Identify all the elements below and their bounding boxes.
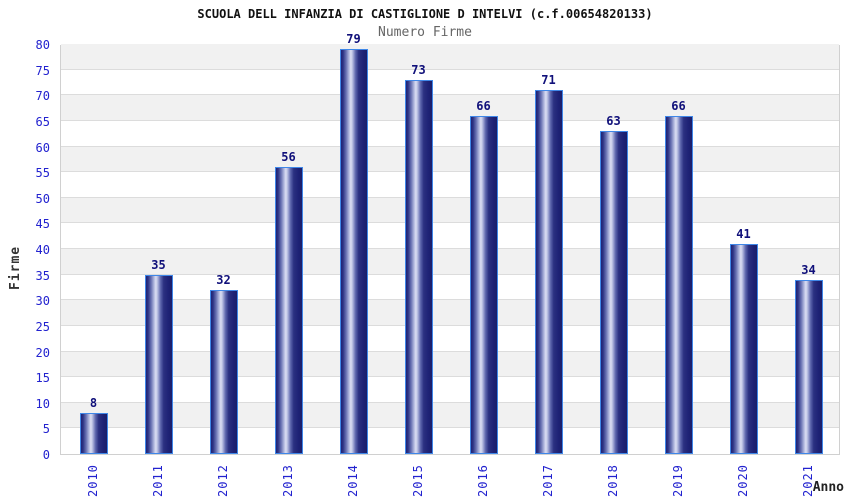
bar-2016 <box>469 115 498 454</box>
bar-2020 <box>729 243 758 454</box>
gridline <box>61 171 839 173</box>
bar-value-label: 35 <box>151 257 166 272</box>
gridline <box>61 427 839 429</box>
bar-2010 <box>79 413 108 454</box>
bar-2014 <box>339 49 368 454</box>
gridline <box>61 350 839 352</box>
bar-2015 <box>404 79 433 454</box>
gridline <box>61 376 839 378</box>
bar-value-label: 56 <box>281 150 296 164</box>
plot-band <box>61 95 839 121</box>
gridline <box>61 248 839 249</box>
gridline <box>61 273 839 275</box>
bar-2011 <box>144 274 173 454</box>
gridline <box>61 119 839 121</box>
x-tick-label: 2019 <box>670 464 685 497</box>
plot-band <box>61 402 839 429</box>
x-tick-label: 2012 <box>215 464 230 497</box>
y-tick-label: 55 <box>35 166 50 181</box>
y-tick-label: 40 <box>35 243 50 257</box>
x-tick-label: 2018 <box>605 464 620 497</box>
y-tick-label: 5 <box>42 422 50 437</box>
gridline <box>61 145 839 147</box>
gridline <box>61 401 839 403</box>
bar-2013 <box>274 167 303 454</box>
x-tick-label: 2016 <box>475 464 490 497</box>
y-tick-label: 65 <box>35 114 50 129</box>
x-tick-label: 2010 <box>85 464 100 497</box>
plot-band <box>61 146 839 173</box>
bar-2018 <box>599 131 628 454</box>
gridline <box>61 94 839 96</box>
x-axis-title: Anno <box>812 480 844 495</box>
y-tick-label: 60 <box>35 140 50 155</box>
bar-value-label: 41 <box>736 226 751 241</box>
gridline <box>61 196 839 198</box>
plot-band <box>61 351 839 378</box>
x-tick-label: 2020 <box>735 464 750 497</box>
bar-value-label: 66 <box>476 98 491 113</box>
bar-value-label: 79 <box>346 32 361 47</box>
y-tick-label: 80 <box>35 38 50 52</box>
bar-value-label: 32 <box>216 273 231 287</box>
gridline <box>61 299 839 301</box>
bar-value-label: 8 <box>89 396 98 410</box>
x-tick-label: 2013 <box>280 464 295 497</box>
y-tick-label: 25 <box>35 319 50 334</box>
plot-band <box>61 197 839 224</box>
y-tick-label: 50 <box>35 191 50 206</box>
bar-value-label: 73 <box>411 62 426 77</box>
y-tick-label: 15 <box>35 371 50 386</box>
plot-band <box>61 300 839 326</box>
bar-value-label: 71 <box>541 73 556 88</box>
bar-2019 <box>664 115 693 454</box>
y-tick-label: 35 <box>35 268 50 283</box>
bar-value-label: 63 <box>606 114 621 129</box>
gridline <box>61 324 839 326</box>
y-tick-label: 0 <box>42 448 50 462</box>
bar-2012 <box>209 290 238 454</box>
plot-band <box>61 44 839 70</box>
x-tick-label: 2011 <box>150 464 165 497</box>
bar-value-label: 34 <box>801 262 816 277</box>
x-tick-label: 2015 <box>410 464 425 497</box>
gridline <box>61 222 839 224</box>
plot-area: 8 35 32 56 79 73 66 71 63 66 41 34 <box>60 33 840 455</box>
gridline <box>61 68 839 70</box>
x-tick-label: 2017 <box>540 464 555 497</box>
bar-2017 <box>534 90 563 454</box>
bar-value-label: 66 <box>671 98 686 113</box>
plot-band <box>61 249 839 275</box>
y-tick-label: 70 <box>35 89 50 104</box>
chart-title: SCUOLA DELL INFANZIA DI CASTIGLIONE D IN… <box>197 7 653 21</box>
y-tick-label: 45 <box>35 217 50 232</box>
y-tick-label: 20 <box>35 345 50 360</box>
bar-2021 <box>794 279 823 454</box>
y-tick-label: 75 <box>35 63 50 78</box>
y-tick-label: 10 <box>35 396 50 411</box>
y-tick-label: 30 <box>35 294 50 309</box>
x-tick-label: 2014 <box>345 464 360 497</box>
chart-subtitle: Numero Firme <box>378 25 472 40</box>
